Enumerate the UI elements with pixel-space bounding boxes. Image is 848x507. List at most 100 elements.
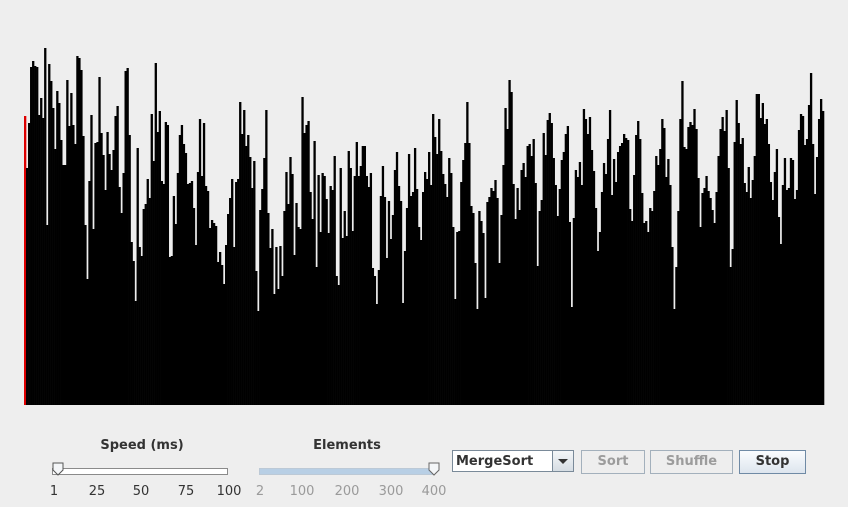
array-bar: [142, 209, 145, 405]
array-bar: [325, 199, 328, 405]
array-bar: [198, 119, 202, 405]
array-bar: [303, 133, 306, 405]
array-bar: [130, 242, 133, 405]
array-bar: [430, 185, 433, 405]
array-bar: [480, 221, 483, 405]
array-bar: [148, 198, 151, 405]
array-bar: [558, 189, 561, 405]
array-bar: [381, 166, 385, 405]
array-bar: [419, 240, 423, 405]
array-bar: [269, 248, 272, 405]
array-bar: [729, 267, 732, 405]
array-bar: [586, 134, 590, 405]
array-bar: [554, 185, 557, 405]
array-bar: [168, 257, 172, 405]
elements-slider-thumb[interactable]: [428, 462, 440, 476]
speed-slider-thumb[interactable]: [52, 462, 64, 476]
array-bar: [94, 143, 97, 405]
speed-tick: 75: [177, 484, 195, 499]
array-bar: [104, 190, 107, 405]
array-bar: [699, 227, 702, 405]
array-bar: [639, 139, 642, 405]
array-bar: [323, 176, 326, 405]
array-bar: [793, 199, 797, 405]
array-bar: [769, 182, 773, 405]
array-bar: [255, 271, 258, 405]
array-bar: [673, 309, 676, 405]
array-bar: [245, 146, 248, 405]
array-bar: [657, 165, 660, 405]
array-bar: [200, 176, 204, 405]
array-bar: [34, 66, 37, 405]
array-bar: [112, 150, 115, 405]
array-bar: [371, 268, 375, 405]
array-bar: [749, 198, 752, 405]
array-bar: [707, 191, 710, 405]
array-bar: [357, 176, 360, 405]
array-bar: [448, 158, 451, 405]
array-bar: [560, 160, 563, 405]
array-bar: [731, 249, 734, 405]
array-bar: [261, 189, 264, 405]
stop-button[interactable]: Stop: [739, 450, 806, 474]
array-bar: [204, 186, 208, 405]
array-bar: [118, 187, 121, 405]
array-bar: [82, 136, 85, 405]
array-bar: [345, 236, 348, 405]
array-bar: [675, 267, 678, 405]
array-bar: [351, 231, 354, 405]
array-bar: [695, 129, 698, 405]
speed-slider[interactable]: 1 25 50 75 100: [50, 462, 241, 502]
array-bar: [518, 210, 521, 405]
array-bar: [556, 216, 559, 405]
array-bar: [158, 111, 161, 405]
elements-slider[interactable]: 2 100 200 300 400: [256, 462, 446, 502]
array-bar: [727, 168, 730, 405]
array-bar: [466, 102, 469, 405]
array-bar: [641, 193, 644, 405]
array-bar: [339, 168, 342, 405]
array-bar: [389, 239, 393, 405]
array-bar: [747, 167, 750, 405]
array-bar: [186, 184, 190, 405]
array-bar: [247, 135, 250, 405]
array-bar: [216, 262, 220, 405]
array-bar: [218, 252, 222, 405]
array-bar: [46, 225, 49, 405]
sort-button[interactable]: Sort: [581, 450, 645, 474]
array-bar: [134, 301, 137, 405]
array-bar: [771, 200, 775, 405]
array-bar: [347, 151, 350, 405]
array-bar: [566, 126, 570, 405]
array-bar: [821, 111, 825, 405]
array-bar: [510, 92, 513, 405]
array-bar: [150, 114, 153, 405]
array-bar: [488, 197, 491, 405]
algorithm-select-arrow[interactable]: [552, 451, 573, 471]
array-bar: [178, 135, 182, 405]
array-bar: [478, 211, 481, 405]
array-bar: [128, 135, 131, 405]
array-bar: [26, 168, 29, 405]
elements-slider-track[interactable]: [259, 468, 433, 475]
elements-tick: 300: [378, 484, 404, 499]
array-bar: [590, 150, 594, 405]
array-bar: [516, 188, 519, 405]
array-bar: [411, 192, 415, 405]
array-bar: [492, 191, 495, 405]
array-bar: [136, 148, 139, 405]
array-bar: [745, 192, 748, 405]
array-bar: [152, 161, 155, 405]
array-bar: [470, 206, 473, 405]
array-bar: [116, 106, 119, 405]
array-bar: [355, 142, 358, 405]
array-bar: [331, 190, 334, 405]
array-bar: [341, 238, 344, 405]
speed-tick: 25: [88, 484, 106, 499]
array-bar: [281, 276, 284, 405]
algorithm-select[interactable]: MergeSort: [452, 450, 574, 472]
array-bar: [156, 132, 159, 405]
shuffle-button[interactable]: Shuffle: [650, 450, 733, 474]
array-bar: [522, 163, 525, 405]
speed-slider-track[interactable]: [52, 468, 228, 475]
